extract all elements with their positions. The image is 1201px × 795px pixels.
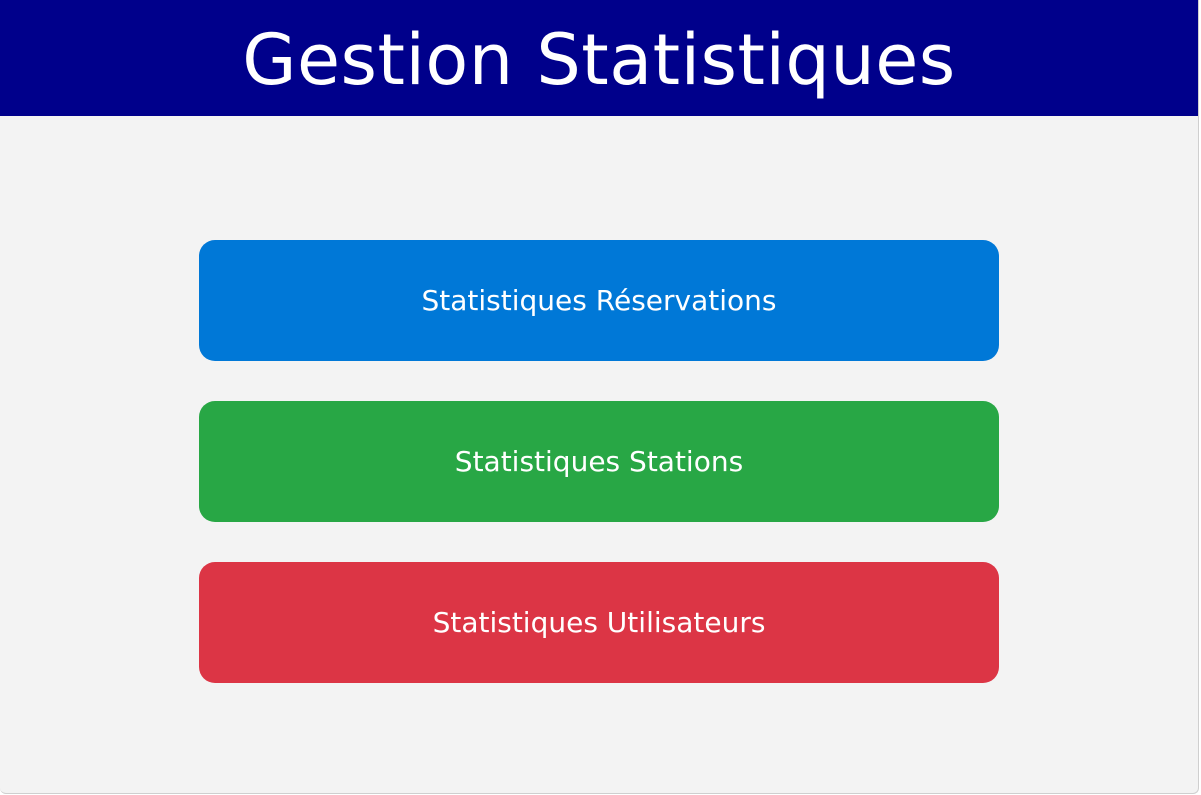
users-stats-button[interactable]: Statistiques Utilisateurs — [199, 562, 999, 683]
stations-stats-button[interactable]: Statistiques Stations — [199, 401, 999, 522]
reservations-stats-button[interactable]: Statistiques Réservations — [199, 240, 999, 361]
header-bar: Gestion Statistiques — [0, 0, 1198, 116]
stats-menu: Statistiques Réservations Statistiques S… — [199, 240, 999, 683]
page-title: Gestion Statistiques — [242, 19, 956, 101]
